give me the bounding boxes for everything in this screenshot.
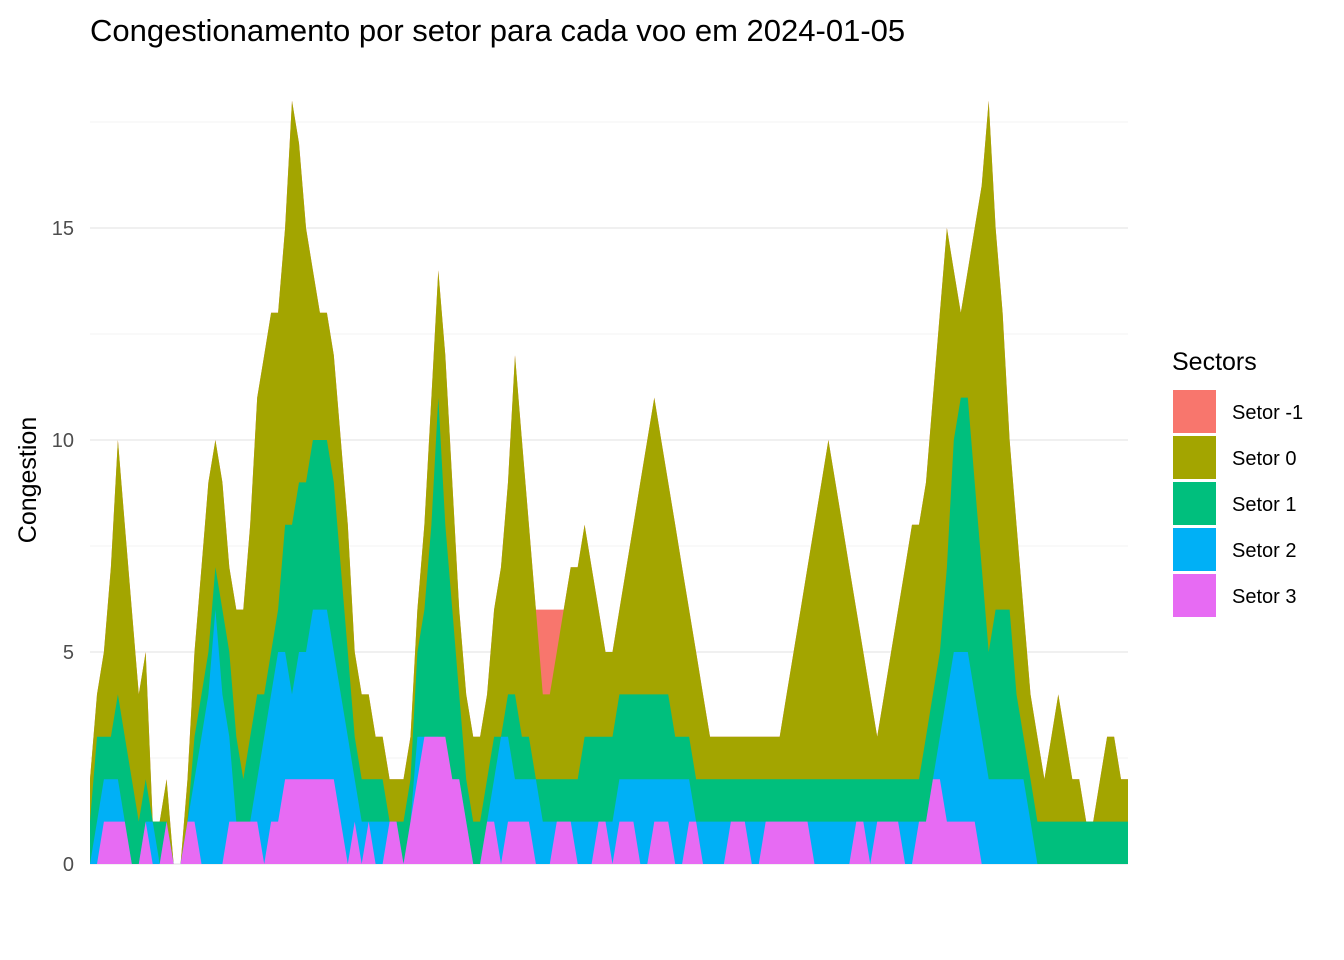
legend-swatch [1173,482,1216,525]
legend-title: Sectors [1172,348,1257,376]
y-tick-label: 0 [63,854,74,876]
y-tick-label: 10 [52,430,74,452]
legend-label: Setor 0 [1232,448,1296,470]
y-tick-label: 15 [52,218,74,240]
legend-swatch [1173,390,1216,433]
legend: Sectors Setor -1 Setor 0 Setor 1 Setor 2 Set… [1172,348,1303,617]
legend-swatch [1173,528,1216,571]
legend-label: Setor 3 [1232,586,1296,608]
legend-label: Setor 1 [1232,494,1296,516]
y-axis-title: Congestion [14,417,42,543]
area-setor-2 [90,609,1128,864]
legend-swatch [1173,574,1216,617]
legend-label: Setor -1 [1232,402,1303,424]
y-tick-label: 5 [63,642,74,664]
y-axis-ticks: 0 5 10 15 [52,218,74,876]
area-setor-3 [90,736,1128,864]
chart-title: Congestionamento por setor para cada voo… [90,13,905,48]
legend-label: Setor 2 [1232,540,1296,562]
legend-swatch [1173,436,1216,479]
stacked-areas [90,100,1128,865]
